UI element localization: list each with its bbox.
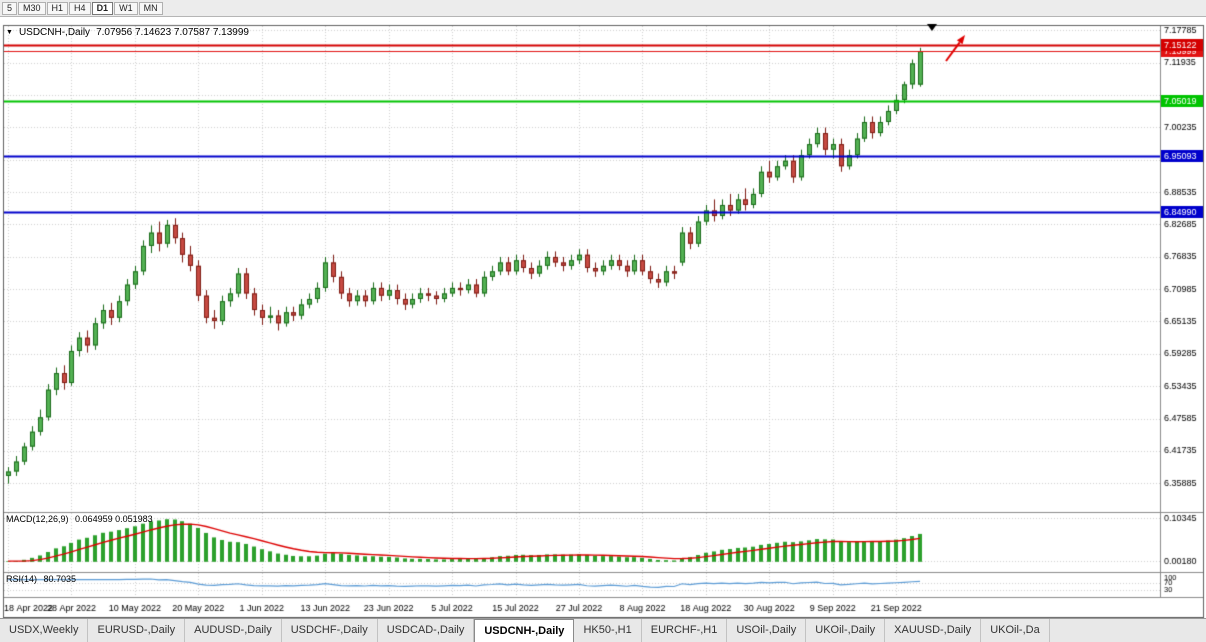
- timeframe-button-5[interactable]: 5: [2, 1, 18, 15]
- chart-ohlc-values: 7.07956 7.14623 7.07587 7.13999: [96, 27, 249, 38]
- one-click-trading-icon[interactable]: ▼: [6, 28, 13, 36]
- timeframe-button-m30[interactable]: M30: [18, 1, 46, 15]
- tab-xauusd-daily[interactable]: XAUUSD-,Daily: [885, 619, 982, 642]
- macd-title: MACD(12,26,9): [6, 514, 69, 524]
- timeframe-button-w1[interactable]: W1: [114, 1, 138, 15]
- tab-eurusd-daily[interactable]: EURUSD-,Daily: [88, 619, 186, 642]
- tab-hk50-h1[interactable]: HK50-,H1: [574, 619, 642, 642]
- rsi-indicator-label: RSI(14) 80.7035: [6, 574, 76, 584]
- tab-usdx-weekly[interactable]: USDX,Weekly: [0, 619, 89, 642]
- tab-usoil-daily[interactable]: USOil-,Daily: [727, 619, 807, 642]
- chart-ohlc-line: ▼ USDCNH-,Daily 7.07956 7.14623 7.07587 …: [6, 27, 249, 38]
- rsi-value: 80.7035: [43, 574, 77, 584]
- timeframe-button-h4[interactable]: H4: [69, 1, 91, 15]
- tab-ukoil-daily[interactable]: UKOil-,Daily: [806, 619, 886, 642]
- timeframe-button-d1[interactable]: D1: [91, 1, 114, 15]
- tab-eurchf-h1[interactable]: EURCHF-,H1: [642, 619, 728, 642]
- timeframe-button-mn[interactable]: MN: [138, 1, 163, 15]
- tab-audusd-daily[interactable]: AUDUSD-,Daily: [185, 619, 282, 642]
- window-tabbar: USDX,Weekly EURUSD-,Daily AUDUSD-,Daily USD…: [0, 618, 1206, 642]
- timeframe-toolbar: 5 M30 H1 H4 D1 W1 MN: [0, 0, 1206, 17]
- tab-usdcad-daily[interactable]: USDCAD-,Daily: [378, 619, 475, 642]
- macd-indicator-label: MACD(12,26,9) 0.064959 0.051983: [6, 514, 153, 524]
- tab-usdcnh-daily[interactable]: USDCNH-,Daily: [474, 619, 575, 642]
- tab-usdchf-daily[interactable]: USDCHF-,Daily: [282, 619, 378, 642]
- tab-ukoil-da[interactable]: UKOil-,Da: [981, 619, 1050, 642]
- chart-symbol-label: USDCNH-,Daily: [18, 27, 91, 38]
- macd-values: 0.064959 0.051983: [75, 514, 153, 524]
- timeframe-button-h1[interactable]: H1: [46, 1, 69, 15]
- rsi-title: RSI(14): [6, 574, 38, 584]
